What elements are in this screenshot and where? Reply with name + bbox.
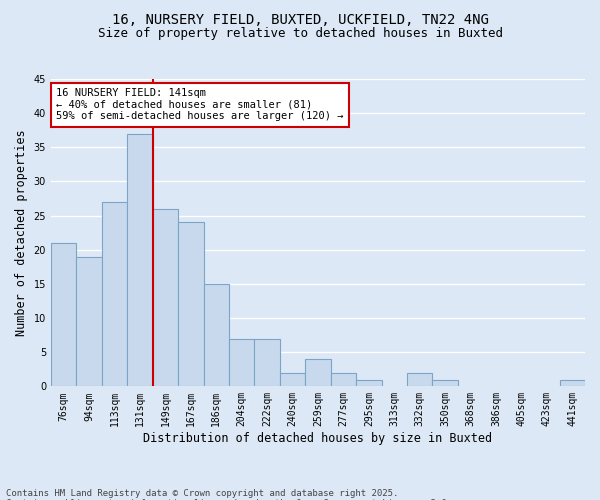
Bar bbox=[280, 372, 305, 386]
Text: Contains HM Land Registry data © Crown copyright and database right 2025.: Contains HM Land Registry data © Crown c… bbox=[6, 488, 398, 498]
Bar bbox=[76, 256, 102, 386]
Bar bbox=[331, 372, 356, 386]
Y-axis label: Number of detached properties: Number of detached properties bbox=[15, 130, 28, 336]
Bar bbox=[178, 222, 203, 386]
Bar bbox=[152, 209, 178, 386]
Bar bbox=[356, 380, 382, 386]
Bar bbox=[433, 380, 458, 386]
Bar bbox=[102, 202, 127, 386]
Bar bbox=[127, 134, 152, 386]
Text: Size of property relative to detached houses in Buxted: Size of property relative to detached ho… bbox=[97, 28, 503, 40]
Bar bbox=[229, 338, 254, 386]
X-axis label: Distribution of detached houses by size in Buxted: Distribution of detached houses by size … bbox=[143, 432, 493, 445]
Bar bbox=[305, 359, 331, 386]
Text: Contains public sector information licensed under the Open Government Licence v3: Contains public sector information licen… bbox=[6, 498, 452, 500]
Bar bbox=[560, 380, 585, 386]
Bar bbox=[51, 243, 76, 386]
Text: 16 NURSERY FIELD: 141sqm
← 40% of detached houses are smaller (81)
59% of semi-d: 16 NURSERY FIELD: 141sqm ← 40% of detach… bbox=[56, 88, 344, 122]
Bar bbox=[254, 338, 280, 386]
Bar bbox=[203, 284, 229, 386]
Text: 16, NURSERY FIELD, BUXTED, UCKFIELD, TN22 4NG: 16, NURSERY FIELD, BUXTED, UCKFIELD, TN2… bbox=[112, 12, 488, 26]
Bar bbox=[407, 372, 433, 386]
